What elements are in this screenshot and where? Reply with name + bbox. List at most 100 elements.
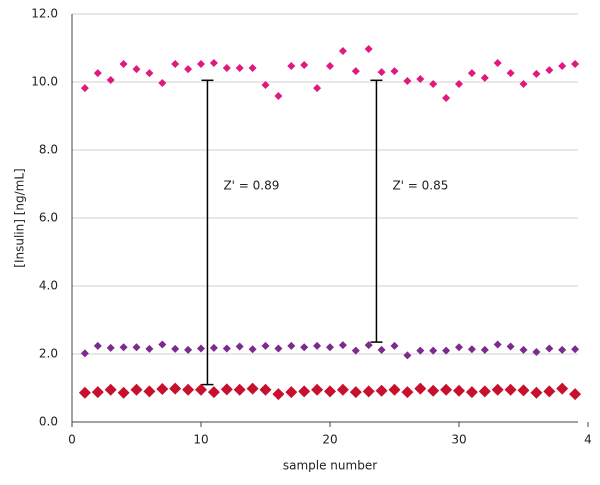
marker	[287, 62, 296, 71]
marker	[429, 80, 438, 89]
marker	[285, 386, 298, 399]
marker	[93, 341, 102, 350]
marker	[274, 91, 283, 100]
marker	[569, 388, 582, 401]
marker	[132, 343, 141, 352]
marker	[506, 69, 515, 78]
marker	[336, 383, 349, 396]
marker	[351, 346, 360, 355]
marker	[261, 341, 270, 350]
marker	[93, 69, 102, 78]
marker	[377, 68, 386, 77]
marker	[349, 386, 362, 399]
marker	[104, 383, 117, 396]
y-axis-label: [Insulin] [ng/mL]	[13, 168, 27, 267]
y-tick-label: 6.0	[39, 211, 58, 225]
marker	[364, 45, 373, 54]
marker	[571, 345, 580, 354]
marker	[517, 384, 530, 397]
marker	[364, 341, 373, 350]
marker	[455, 80, 463, 89]
marker	[401, 386, 414, 399]
marker	[209, 343, 218, 352]
x-tick-label: 0	[68, 433, 76, 447]
marker	[390, 67, 399, 76]
marker	[362, 385, 375, 398]
marker	[91, 386, 104, 399]
marker	[233, 383, 246, 396]
marker	[440, 383, 453, 396]
marker	[403, 351, 412, 360]
marker	[491, 383, 504, 396]
marker	[532, 69, 541, 78]
marker	[132, 65, 141, 74]
marker	[530, 386, 543, 399]
marker	[130, 383, 143, 396]
marker	[182, 383, 195, 396]
marker	[222, 344, 231, 353]
marker	[351, 67, 360, 76]
marker	[158, 79, 167, 88]
x-tick-label: 20	[322, 433, 337, 447]
y-tick-label: 12.0	[31, 7, 58, 21]
marker	[388, 383, 401, 396]
marker	[442, 93, 451, 102]
marker	[556, 382, 569, 395]
marker	[467, 69, 476, 78]
marker	[375, 384, 388, 397]
x-axis-label: sample number	[283, 459, 377, 473]
marker	[480, 73, 489, 82]
marker	[532, 347, 541, 356]
y-tick-label: 8.0	[39, 143, 58, 157]
marker	[480, 345, 489, 354]
y-tick-label: 10.0	[31, 75, 58, 89]
marker	[324, 385, 336, 398]
marker	[119, 343, 128, 352]
marker	[80, 349, 89, 358]
marker	[545, 344, 554, 353]
marker	[311, 383, 324, 396]
marker	[145, 344, 154, 353]
marker	[453, 384, 465, 397]
marker	[171, 59, 180, 68]
marker	[117, 386, 130, 399]
marker	[222, 64, 231, 73]
marker	[338, 47, 347, 56]
marker	[465, 386, 478, 399]
marker	[119, 59, 128, 68]
marker	[184, 65, 193, 74]
marker	[300, 343, 309, 352]
marker	[543, 385, 556, 398]
marker	[519, 80, 528, 89]
marker	[427, 384, 440, 397]
marker	[145, 69, 154, 78]
marker	[377, 345, 386, 354]
marker	[493, 58, 502, 67]
marker	[78, 386, 91, 399]
marker	[158, 340, 167, 349]
marker	[209, 58, 218, 67]
marker	[338, 341, 347, 350]
marker	[300, 61, 309, 69]
marker	[478, 385, 491, 398]
marker	[519, 345, 528, 354]
marker	[558, 345, 567, 354]
y-tick-label: 2.0	[39, 347, 58, 361]
marker	[506, 342, 515, 351]
marker	[143, 385, 156, 398]
marker	[274, 344, 283, 353]
marker	[80, 84, 89, 93]
marker	[259, 383, 272, 396]
y-tick-label: 0.0	[39, 415, 58, 429]
marker	[197, 344, 205, 353]
marker	[235, 342, 244, 351]
marker	[261, 81, 270, 90]
marker	[455, 343, 463, 352]
marker	[287, 341, 296, 350]
marker	[195, 383, 207, 396]
marker	[416, 74, 425, 83]
marker	[504, 383, 517, 396]
marker	[272, 388, 285, 401]
x-tick-label: 4	[584, 433, 592, 447]
